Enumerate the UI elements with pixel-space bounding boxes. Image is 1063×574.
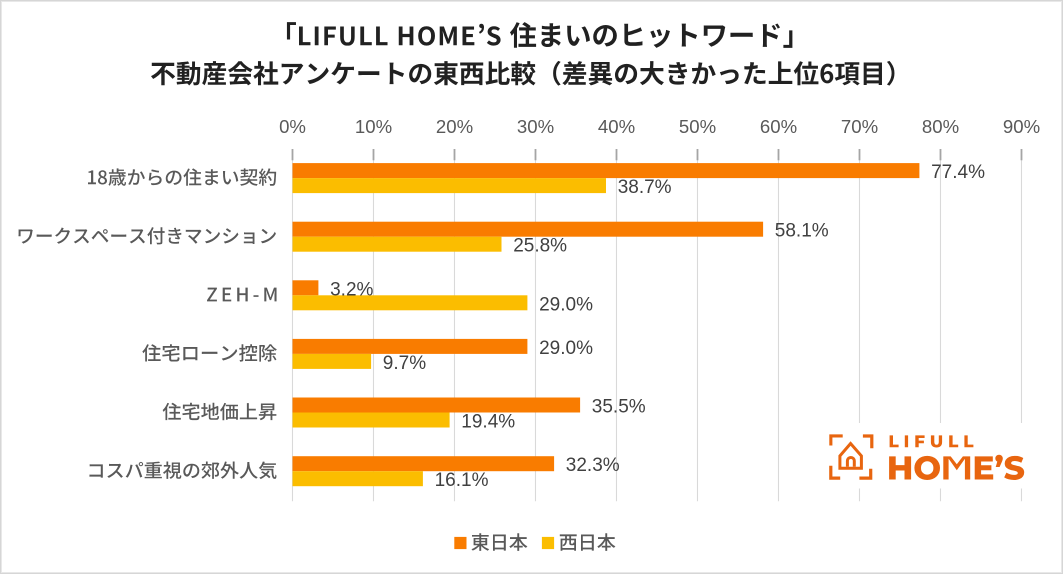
svg-text:35.5%: 35.5% (592, 397, 646, 418)
svg-text:58.1%: 58.1% (775, 221, 829, 242)
svg-text:20%: 20% (436, 116, 473, 137)
svg-text:29.0%: 29.0% (539, 338, 593, 359)
svg-text:32.3%: 32.3% (566, 455, 620, 476)
svg-text:10%: 10% (355, 116, 392, 137)
svg-text:9.7%: 9.7% (383, 353, 426, 374)
svg-text:77.4%: 77.4% (931, 162, 985, 183)
svg-text:60%: 60% (760, 116, 797, 137)
svg-text:38.7%: 38.7% (618, 177, 672, 198)
svg-text:25.8%: 25.8% (513, 236, 567, 257)
svg-text:16.1%: 16.1% (435, 470, 489, 491)
svg-text:29.0%: 29.0% (539, 294, 593, 315)
svg-text:80%: 80% (922, 116, 959, 137)
svg-text:70%: 70% (841, 116, 878, 137)
svg-text:0%: 0% (279, 116, 306, 137)
svg-text:40%: 40% (598, 116, 635, 137)
svg-text:90%: 90% (1003, 116, 1040, 137)
svg-text:30%: 30% (517, 116, 554, 137)
svg-text:19.4%: 19.4% (461, 412, 515, 433)
svg-text:50%: 50% (679, 116, 716, 137)
svg-text:3.2%: 3.2% (330, 279, 373, 300)
